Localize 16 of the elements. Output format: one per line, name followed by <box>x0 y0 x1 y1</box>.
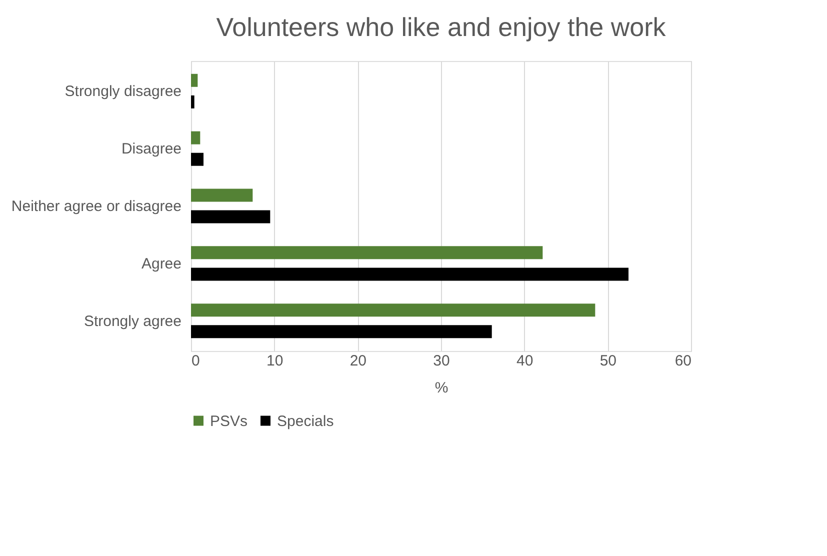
y-tick-label: Agree <box>141 255 182 272</box>
y-tick-label: Strongly disagree <box>64 83 182 100</box>
x-tick-label: 60 <box>674 352 692 370</box>
x-tick-label: 50 <box>600 352 617 370</box>
chart-title: Volunteers who like and enjoy the work <box>216 12 667 42</box>
x-tick-label: 30 <box>433 352 450 370</box>
x-axis-title: % <box>434 380 448 396</box>
legend-label: PSVs <box>210 412 248 430</box>
x-tick-label: 20 <box>350 352 367 370</box>
x-tick-label: 0 <box>192 352 200 370</box>
y-tick-label: Disagree <box>121 140 182 158</box>
x-tick-label: 40 <box>516 352 534 370</box>
y-tick-label: Strongly agree <box>84 312 182 330</box>
x-tick-label: 10 <box>266 352 284 370</box>
legend-label: Specials <box>277 412 334 430</box>
y-tick-label: Neither agree or disagree <box>11 198 182 215</box>
